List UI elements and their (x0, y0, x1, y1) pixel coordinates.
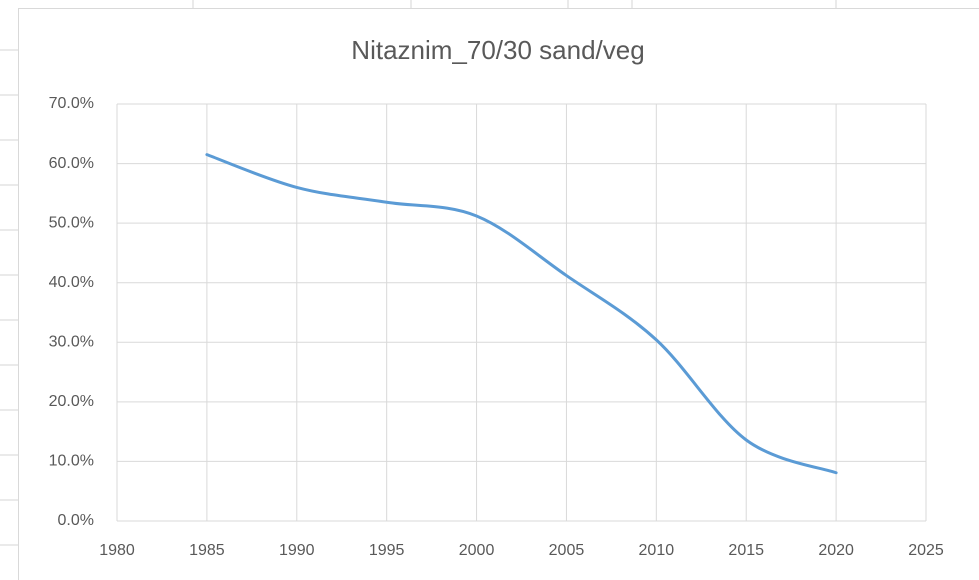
x-tick-label: 1985 (189, 542, 225, 559)
y-tick-label: 30.0% (49, 334, 94, 351)
x-tick-label: 2000 (459, 542, 495, 559)
x-tick-label: 1990 (279, 542, 315, 559)
spreadsheet-grid (0, 0, 837, 546)
x-tick-label: 2020 (818, 542, 854, 559)
x-tick-label: 2005 (549, 542, 585, 559)
x-tick-label: 2015 (728, 542, 764, 559)
x-tick-label: 2010 (639, 542, 675, 559)
x-tick-label: 1980 (99, 542, 135, 559)
y-tick-label: 10.0% (49, 453, 94, 470)
y-tick-label: 50.0% (49, 214, 94, 231)
chart-area (18, 8, 979, 580)
y-tick-label: 0.0% (58, 512, 94, 529)
data-line (205, 153, 838, 475)
x-tick-label: 1995 (369, 542, 405, 559)
chart-title: Nitaznim_70/30 sand/veg (351, 35, 644, 65)
y-tick-label: 70.0% (49, 95, 94, 112)
y-tick-label: 40.0% (49, 274, 94, 291)
y-tick-label: 60.0% (49, 155, 94, 172)
x-tick-label: 2025 (908, 542, 944, 559)
y-tick-label: 20.0% (49, 393, 94, 410)
